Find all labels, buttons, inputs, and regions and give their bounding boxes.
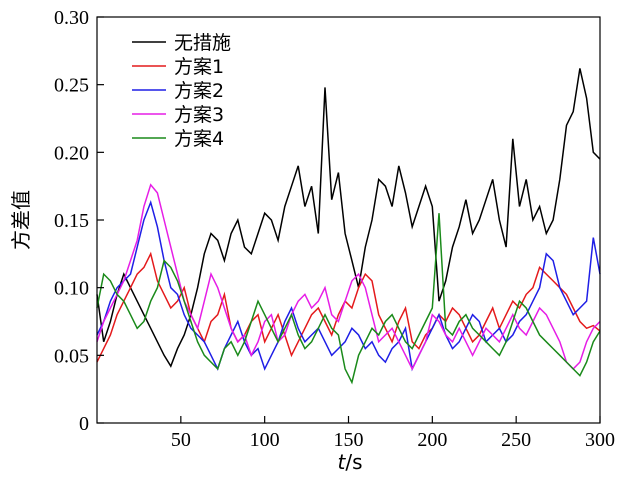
y-axis-title: 方差值 (9, 190, 33, 250)
series-line-3 (96, 183, 601, 371)
x-tick-label: 50 (171, 429, 191, 451)
x-tick-label: 300 (585, 429, 615, 451)
series-line-0 (96, 68, 601, 368)
series-line-1 (96, 251, 601, 363)
series-line-2 (96, 200, 601, 372)
legend-label-3: 方案3 (174, 104, 224, 126)
y-tick-label: 0.10 (54, 278, 89, 300)
x-axis-title-var: t (337, 450, 346, 474)
x-axis-title: t/s (337, 450, 362, 474)
y-tick-label: 0.05 (54, 345, 89, 367)
x-tick-label: 150 (334, 429, 364, 451)
y-tick-label: 0.25 (54, 75, 89, 97)
x-tick-label: 200 (417, 429, 447, 451)
series-line-4 (96, 213, 601, 385)
y-tick-label: 0 (79, 413, 89, 435)
legend-label-0: 无措施 (174, 32, 231, 54)
x-axis-title-unit: /s (345, 450, 362, 474)
legend-label-2: 方案2 (174, 80, 224, 102)
ticks-layer: 50 100 150 200 250 300 0 0.05 0.10 0.15 0.20 0.25 0.… (54, 7, 615, 451)
y-tick-label: 0.20 (54, 142, 89, 164)
x-tick-label: 100 (250, 429, 280, 451)
series-layer (96, 68, 601, 385)
y-tick-label: 0.15 (54, 210, 89, 232)
legend-label-4: 方案4 (174, 128, 224, 150)
y-tick-label: 0.30 (54, 7, 89, 29)
legend-label-1: 方案1 (174, 56, 224, 78)
x-tick-label: 250 (501, 429, 531, 451)
